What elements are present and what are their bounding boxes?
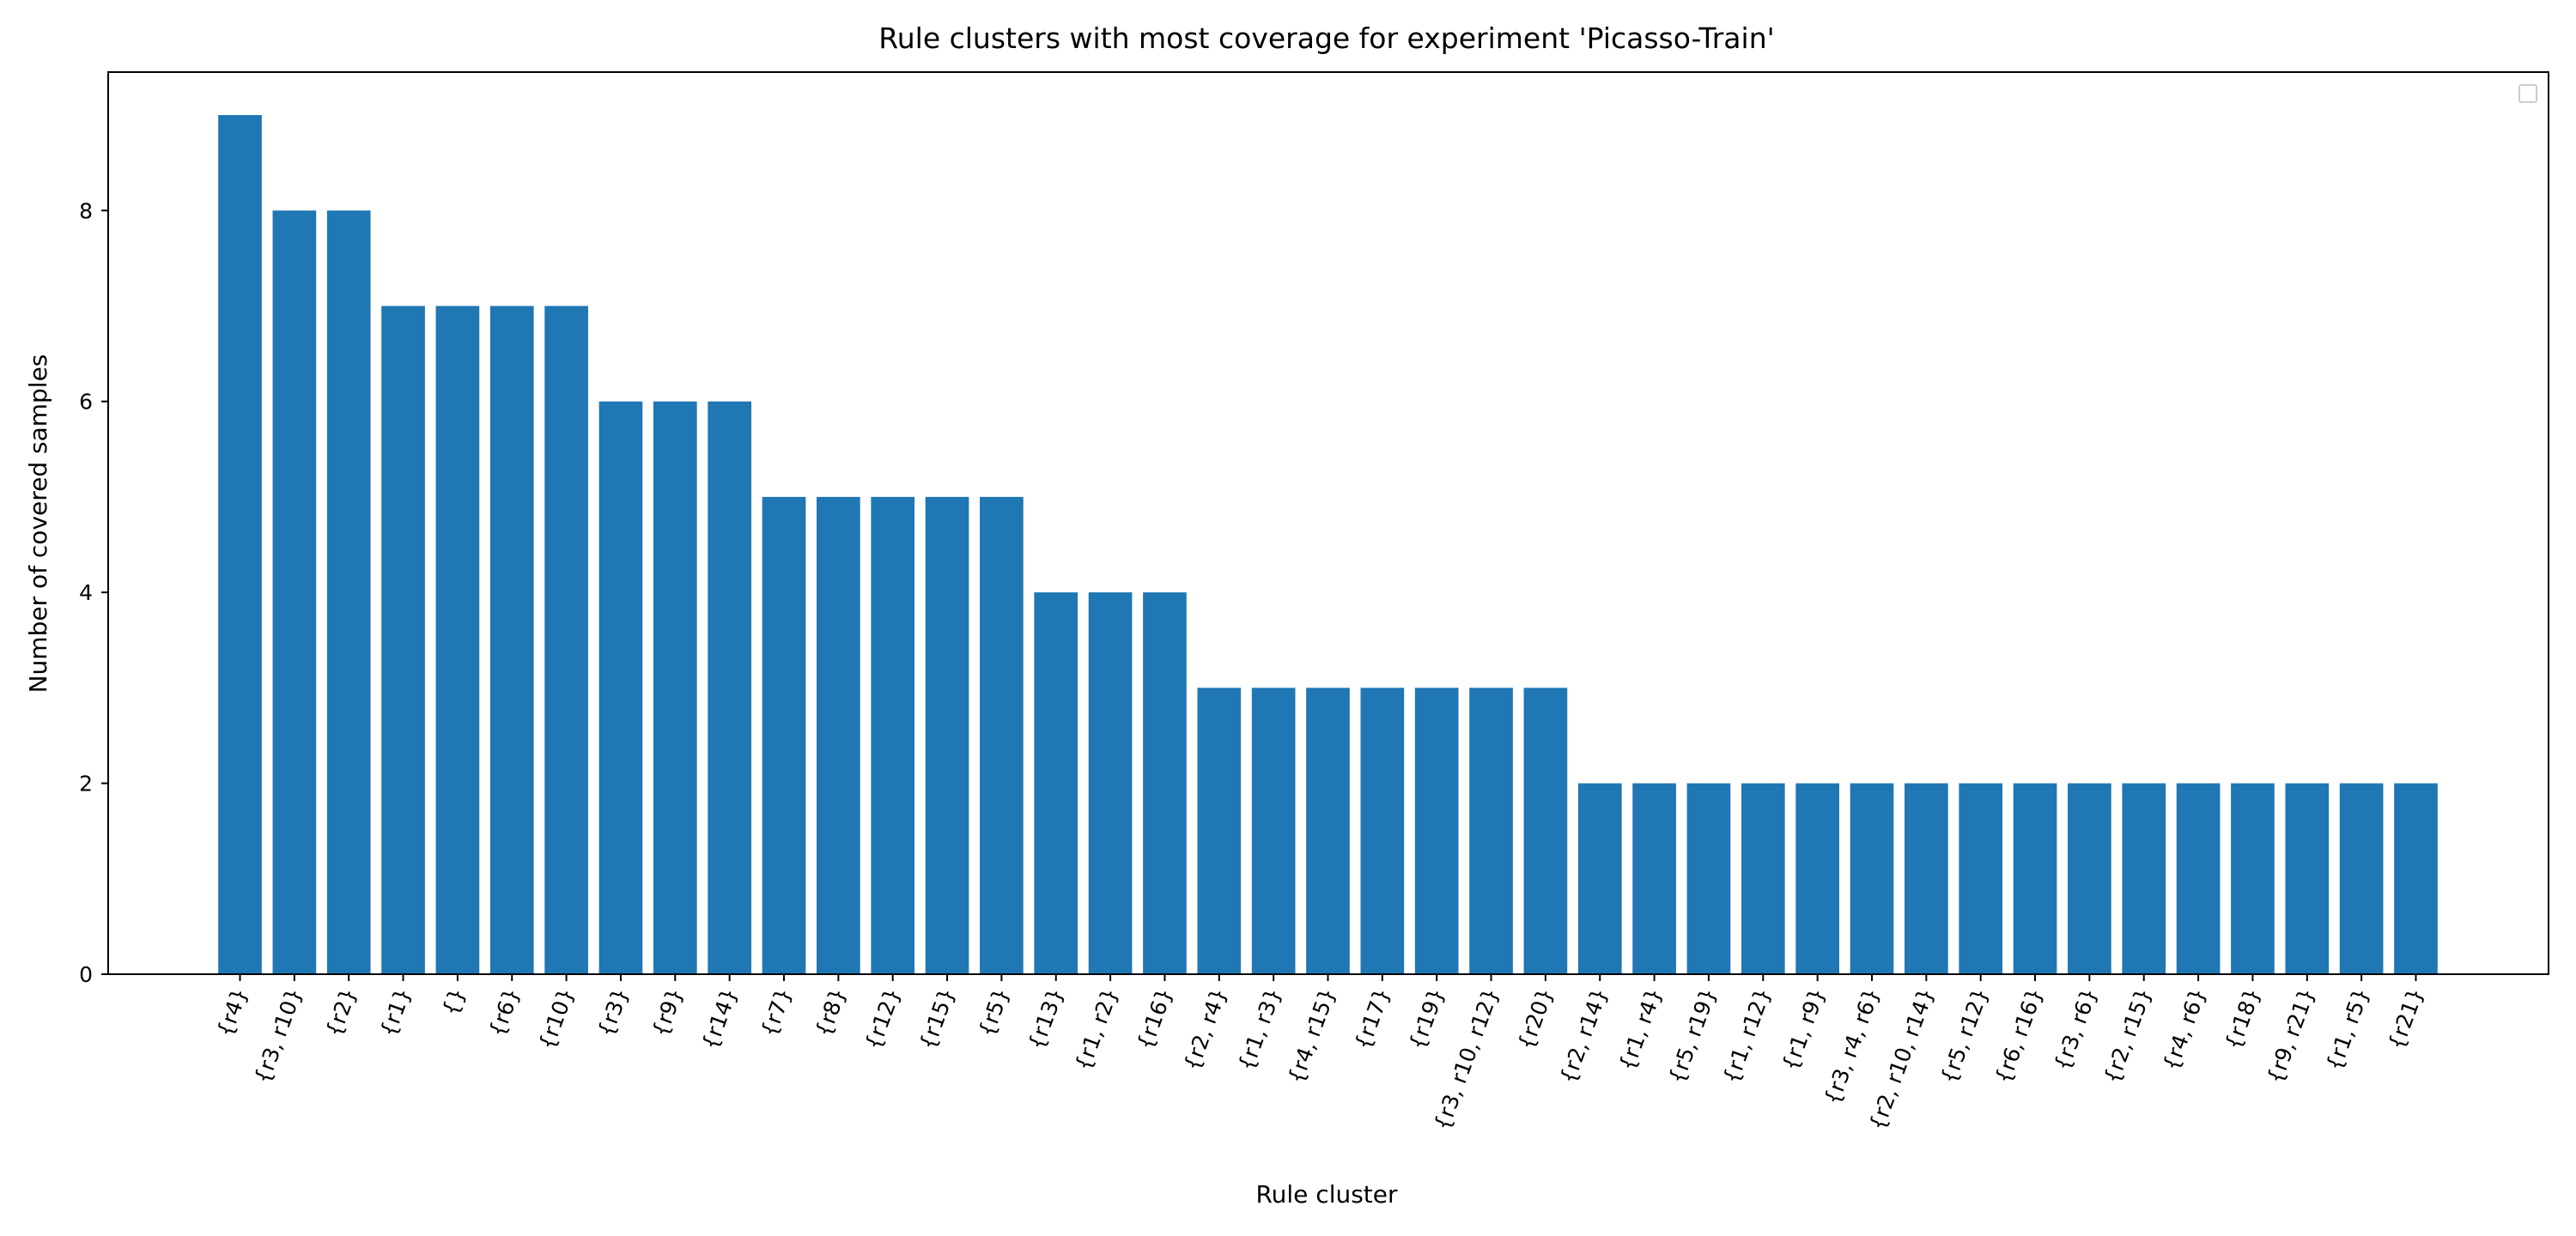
x-tick-label: {r13} [1024,985,1069,1052]
bar [489,306,534,975]
bar [1469,688,1513,974]
bar [2394,783,2438,974]
bar [2339,783,2384,974]
bar [1577,783,1622,974]
x-tick-label: {r16} [1133,985,1178,1052]
x-tick-label: {r19} [1404,985,1449,1052]
y-tick-label: 0 [79,962,93,987]
bar [1414,688,1459,974]
x-tick-label: {r3, r4, r6} [1820,985,1885,1108]
x-axis-ticks: {r4}{r3, r10} {r2} {r1} {} {r6} {r10} {r3} {r9}… [212,974,2428,1134]
x-tick-label: {r9, r21} [2263,985,2320,1087]
bar [1088,592,1133,974]
bar [1034,592,1078,974]
y-tick-label: 4 [79,580,93,605]
y-tick-label: 2 [79,772,93,797]
x-tick-label: {r9} [647,985,688,1039]
x-tick-label: {r5, r12} [1935,985,1993,1087]
x-tick-label: {r5, r19} [1664,985,1722,1087]
bar [871,496,915,974]
x-tick-label: {r1, r4} [1614,985,1667,1074]
bar [1143,592,1187,974]
x-tick-label: {r2, r4} [1179,985,1231,1074]
bar [218,115,262,975]
bar [1306,688,1350,974]
x-tick-label: {} [437,985,470,1019]
bar [1795,783,1839,974]
bar [1905,783,1948,974]
bar [2285,783,2330,974]
bar [1686,783,1731,974]
bar [1360,688,1405,974]
x-tick-label: {r3, r6} [2050,985,2102,1074]
x-tick-label: {r4, r15} [1283,985,1340,1087]
bar [326,210,371,975]
bar [653,401,697,974]
x-tick-label: {r20} [1513,985,1558,1052]
bar [1632,783,1676,974]
bar [1850,783,1894,974]
x-tick-label: {r2, r14} [1555,985,1613,1087]
bar [2231,783,2275,974]
plot-frame [107,71,2549,975]
bar [762,496,806,974]
x-tick-label: {r6} [484,985,525,1039]
bar [817,496,860,974]
bar [381,306,425,975]
x-tick-label: {r6, r16} [1990,985,2048,1087]
bar [1959,783,2003,974]
bar [708,401,751,974]
x-tick-label: {r1, r2} [1070,985,1122,1074]
x-tick-label: {r1} [375,985,416,1039]
bar [2176,783,2221,974]
x-tick-label: {r14} [697,985,743,1052]
x-tick-label: {r1, r5} [2321,985,2373,1074]
x-tick-label: {r5} [974,985,1014,1039]
x-axis-label: Rule cluster [1255,1180,1398,1209]
x-tick-label: {r1, r9} [1777,985,1830,1074]
bar [2013,783,2057,974]
bar [980,496,1024,974]
bars-layer [218,115,2438,975]
bar [1251,688,1296,974]
x-tick-label: {r1, r3} [1233,985,1285,1074]
x-tick-label: {r1, r12} [1718,985,1776,1087]
bar [2122,783,2166,974]
x-tick-label: {r18} [2221,985,2266,1052]
x-tick-label: {r10} [534,985,580,1052]
x-tick-label: {r4} [212,985,252,1039]
x-tick-label: {r21} [2384,985,2429,1052]
bar [1523,688,1568,974]
bar [925,496,969,974]
x-tick-label: {r3} [592,985,633,1039]
x-tick-label: {r8} [811,985,851,1039]
bar [598,401,643,974]
chart-title: Rule clusters with most coverage for exp… [878,21,1774,55]
x-tick-label: {r15} [914,985,960,1052]
y-axis-label: Number of covered samples [24,354,52,694]
x-tick-label: {r17} [1350,985,1395,1052]
x-tick-label: {r7} [756,985,797,1039]
bar [435,306,480,975]
bar [1741,783,1785,974]
y-tick-label: 8 [79,198,93,223]
x-tick-label: {r2, r15} [2099,985,2156,1087]
x-tick-label: {r4, r6} [2158,985,2210,1074]
bar [1197,688,1242,974]
y-axis-ticks: 0 2 4 6 8 [79,198,108,987]
y-tick-label: 6 [79,390,93,415]
bar [2068,783,2111,974]
x-tick-label: {r2} [321,985,361,1039]
x-tick-label: {r3, r10} [250,985,307,1087]
bar [272,210,317,975]
x-tick-label: {r12} [860,985,906,1052]
legend-box [2518,84,2537,103]
bar [544,306,588,975]
